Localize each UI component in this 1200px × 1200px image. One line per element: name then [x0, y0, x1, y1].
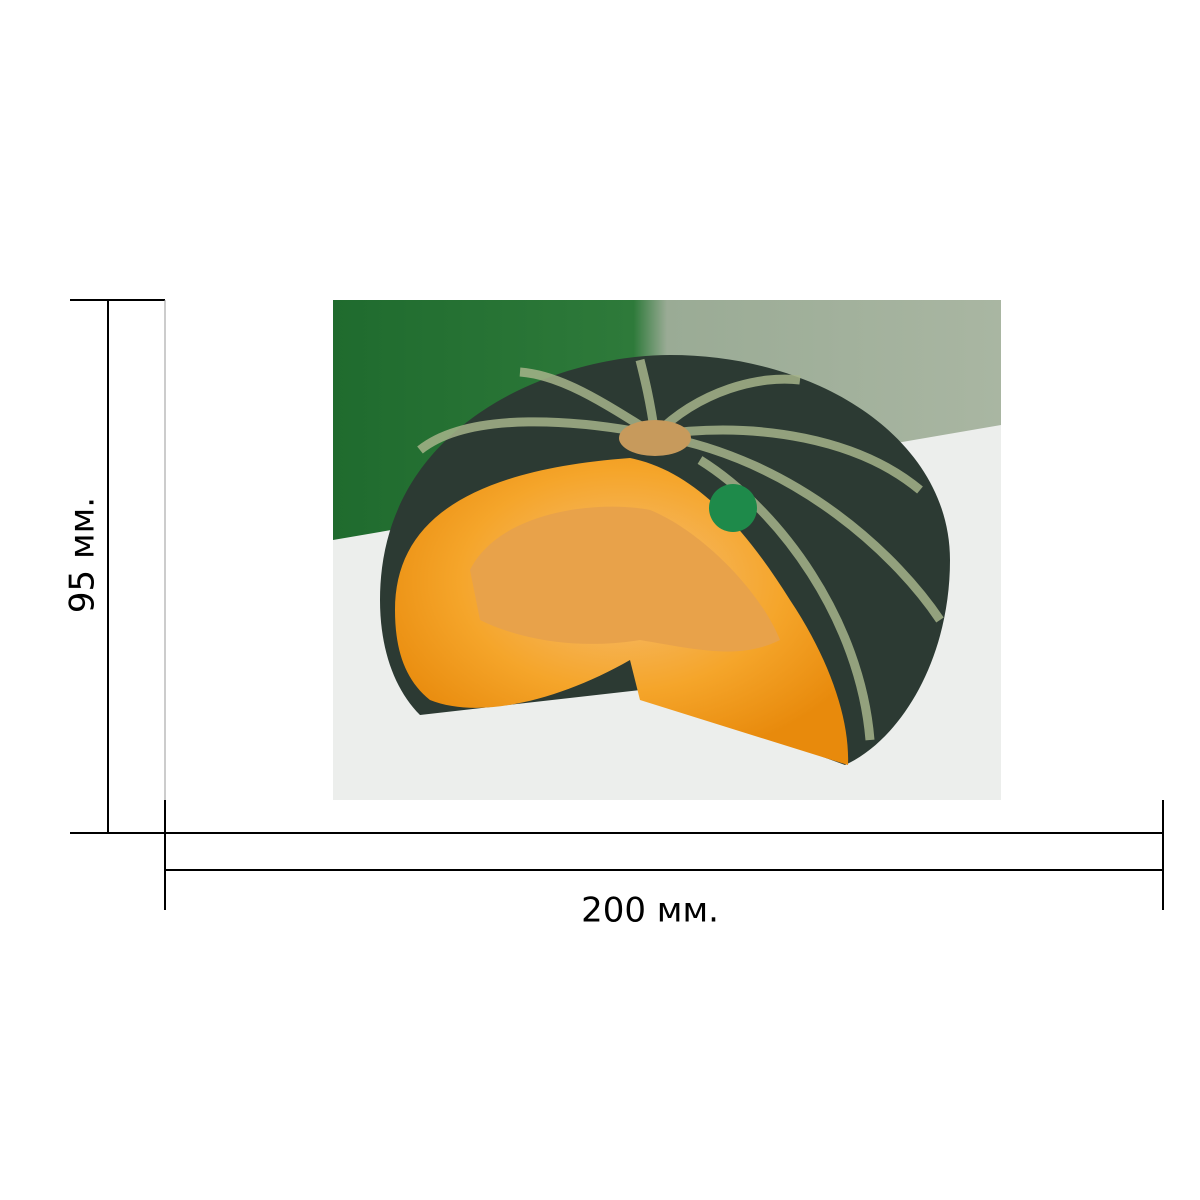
- width-label: 200 мм.: [581, 891, 719, 931]
- pumpkin-stem: [619, 420, 691, 456]
- sticker: [709, 484, 757, 532]
- dimension-lines: [70, 299, 1164, 910]
- photo: [333, 300, 1001, 800]
- pumpkin-stripes: [417, 358, 944, 741]
- pumpkin-seeds: [470, 506, 780, 652]
- height-label: 95 мм.: [63, 497, 103, 613]
